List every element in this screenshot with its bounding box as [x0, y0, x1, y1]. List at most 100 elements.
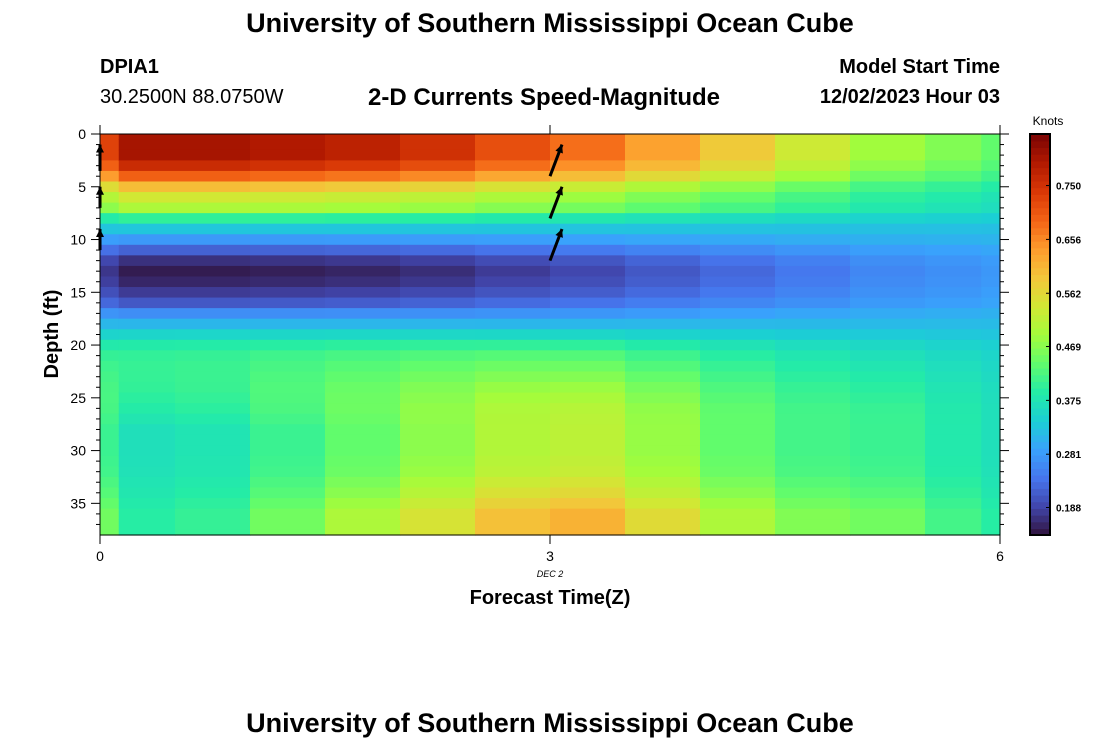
heatmap-cell — [475, 529, 551, 536]
heatmap-cell — [175, 529, 251, 536]
heatmap-cell — [475, 329, 551, 341]
heatmap-cell — [118, 308, 176, 320]
heatmap-cell — [250, 434, 326, 446]
heatmap-cell — [625, 498, 701, 510]
colorbar-band — [1030, 414, 1050, 423]
heatmap-cell — [700, 223, 776, 235]
heatmap-cell — [175, 234, 251, 246]
heatmap-cell — [475, 434, 551, 446]
heatmap-cell — [250, 445, 326, 457]
heatmap-cell — [700, 392, 776, 404]
heatmap-cell — [100, 487, 120, 499]
heatmap-cell — [625, 160, 701, 172]
heatmap-cell — [175, 181, 251, 193]
colorbar-band — [1030, 341, 1050, 349]
heatmap-cell — [175, 308, 251, 320]
colorbar-band — [1030, 254, 1050, 262]
colorbar-band — [1030, 441, 1050, 449]
heatmap-cell — [100, 170, 120, 183]
heatmap-cell — [625, 297, 701, 309]
heatmap-cell — [850, 287, 926, 299]
heatmap-cell — [700, 487, 776, 499]
station-id: DPIA1 — [100, 56, 159, 78]
heatmap-cell — [250, 455, 326, 468]
heatmap-cell — [475, 476, 551, 489]
heatmap-cell — [118, 265, 176, 278]
heatmap-cell — [981, 192, 1001, 204]
heatmap-cell — [325, 413, 401, 425]
heatmap-cell — [475, 455, 551, 468]
heatmap-cell — [400, 466, 476, 478]
colorbar-band — [1030, 287, 1050, 296]
heatmap-cell — [175, 487, 251, 499]
colorbar-band — [1030, 488, 1050, 496]
colorbar-band — [1030, 461, 1050, 469]
heatmap-cell — [118, 508, 176, 520]
heatmap-cell — [250, 339, 326, 351]
heatmap-cell — [400, 297, 476, 309]
heatmap-cell — [175, 139, 251, 151]
colorbar-band — [1030, 307, 1050, 316]
heatmap-cell — [925, 213, 982, 225]
heatmap-cell — [775, 255, 851, 267]
heatmap-cell — [850, 308, 926, 320]
heatmap-cell — [118, 476, 176, 489]
heatmap-cell — [118, 487, 176, 499]
heatmap-cell — [400, 339, 476, 351]
heatmap-cell — [625, 371, 701, 383]
heatmap-cell — [118, 466, 176, 478]
heatmap-cell — [400, 498, 476, 510]
heatmap-cell — [550, 529, 626, 536]
heatmap-cell — [850, 234, 926, 246]
heatmap-cell — [625, 192, 701, 204]
heatmap-cell — [775, 149, 851, 161]
heatmap-cell — [325, 360, 401, 373]
colorbar-band — [1030, 227, 1050, 235]
heatmap-cell — [775, 455, 851, 468]
heatmap-cell — [981, 519, 1001, 531]
heatmap-cell — [325, 160, 401, 172]
current-arrow-head — [555, 228, 563, 238]
heatmap-cell — [175, 413, 251, 425]
heatmap-cell — [475, 213, 551, 225]
heatmap-cell — [550, 487, 626, 499]
heatmap-cell — [775, 392, 851, 404]
heatmap-cell — [850, 466, 926, 478]
heatmap-cell — [400, 149, 476, 161]
model-start-label: Model Start Time — [839, 56, 1000, 78]
heatmap-cell — [400, 350, 476, 362]
heatmap-cell — [400, 455, 476, 468]
heatmap-cell — [850, 213, 926, 225]
y-tick-label: 20 — [70, 337, 86, 353]
heatmap-cell — [400, 424, 476, 436]
heatmap-cell — [400, 381, 476, 394]
colorbar-band — [1030, 174, 1050, 182]
heatmap-cell — [250, 308, 326, 320]
heatmap-cell — [475, 170, 551, 183]
heatmap-cell — [100, 223, 120, 235]
heatmap-cell — [250, 160, 326, 172]
heatmap-cell — [700, 139, 776, 151]
heatmap-cell — [400, 519, 476, 531]
heatmap-cell — [475, 244, 551, 256]
colorbar-band — [1030, 521, 1050, 530]
colorbar-band — [1030, 140, 1050, 149]
colorbar-band — [1030, 301, 1050, 309]
heatmap-cell — [175, 466, 251, 478]
heatmap-cell — [100, 265, 120, 278]
heatmap-cell — [550, 297, 626, 309]
colorbar-band — [1030, 474, 1050, 483]
heatmap-cell — [700, 424, 776, 436]
heatmap-cell — [700, 287, 776, 299]
heatmap-cell — [475, 192, 551, 204]
heatmap-cell — [325, 339, 401, 351]
heatmap-cell — [775, 381, 851, 394]
heatmap-cell — [850, 181, 926, 193]
heatmap-cell — [118, 223, 176, 235]
heatmap-cell — [175, 519, 251, 531]
colorbar-band — [1030, 220, 1050, 229]
heatmap-cell — [700, 529, 776, 536]
heatmap-cell — [100, 276, 120, 288]
chart-subtitle: 2-D Currents Speed-Magnitude — [368, 84, 721, 111]
heatmap-cell — [981, 434, 1001, 446]
